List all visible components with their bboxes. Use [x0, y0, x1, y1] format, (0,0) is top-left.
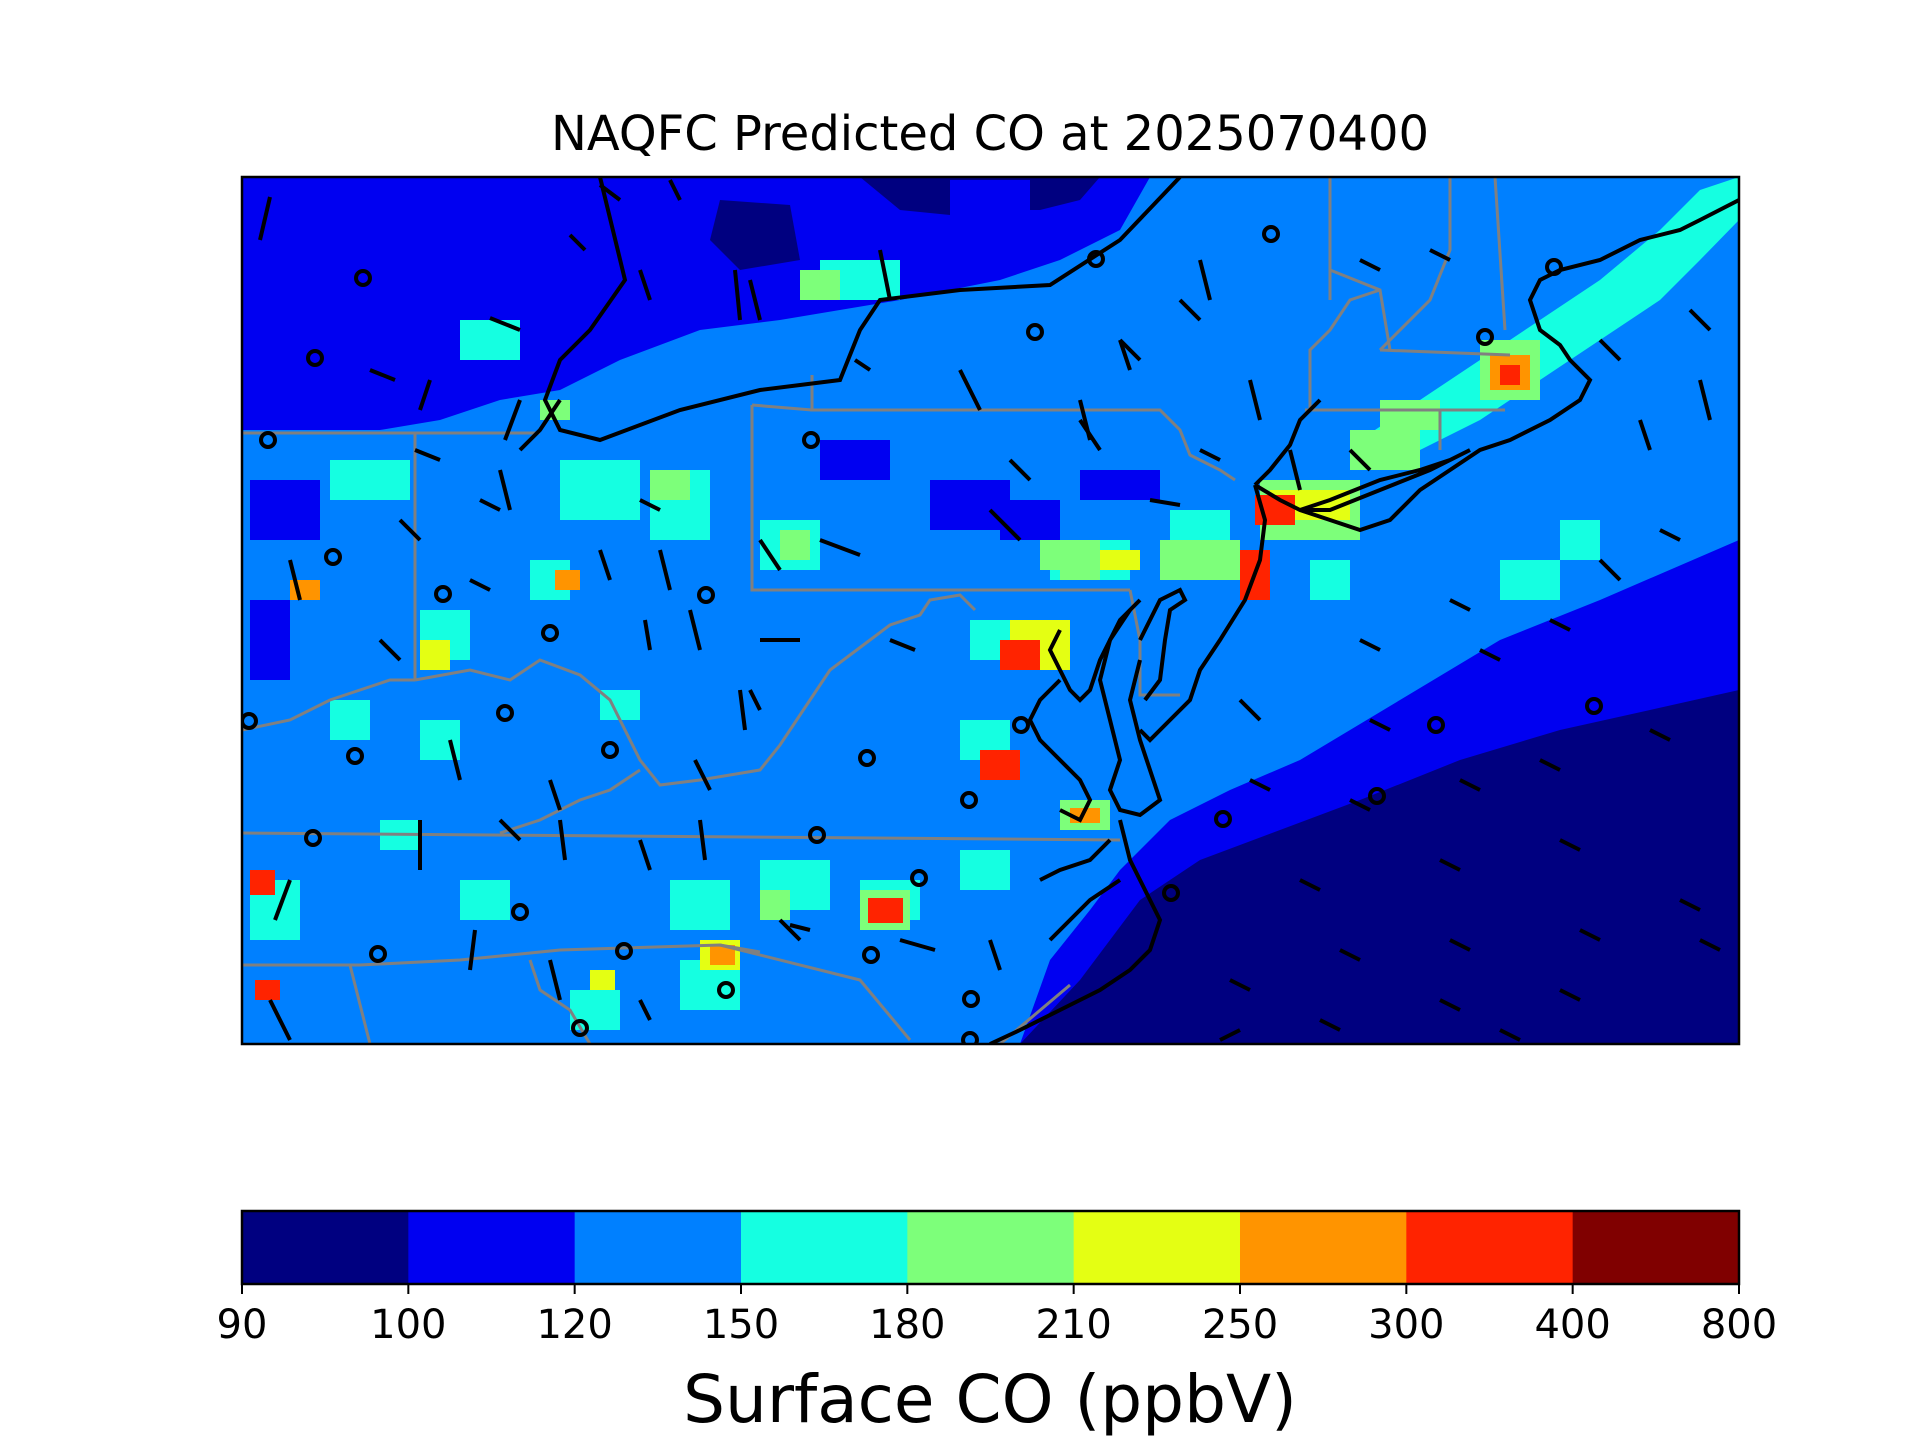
- ocean-lowest-co-region: [1480, 690, 1739, 1044]
- colorbar-swatch: [1406, 1211, 1574, 1284]
- colorbar-tick-label: 90: [217, 1302, 268, 1348]
- colorbar-tick-label: 180: [869, 1302, 945, 1348]
- map-frame: [240, 175, 1741, 1046]
- wind-barbs: [258, 179, 1721, 1042]
- colorbar-swatch: [408, 1211, 576, 1284]
- north-lowest-co-region: [710, 200, 800, 270]
- colorbar-tick-label: 800: [1701, 1302, 1777, 1348]
- colorbar-swatch: [242, 1211, 409, 1284]
- colorbar-swatch: [1073, 1211, 1241, 1284]
- colorbar-swatch: [1572, 1211, 1740, 1284]
- colorbar-frame: [240, 1209, 1741, 1286]
- colorbar-label: Surface CO (ppbV): [683, 1361, 1297, 1438]
- colorbar-tick-label: 120: [536, 1302, 612, 1348]
- colorbar-tick-label: 250: [1202, 1302, 1278, 1348]
- coastlines: [518, 177, 1739, 1044]
- northeast-high-co-band: [1360, 177, 1739, 470]
- colorbar-tick-label: 400: [1534, 1302, 1610, 1348]
- colorbar-swatch: [741, 1211, 908, 1284]
- colorbar-swatch: [574, 1211, 742, 1284]
- colorbar-tick-label: 210: [1035, 1302, 1111, 1348]
- state-borders: [242, 177, 1511, 1044]
- colorbar-tick-label: 100: [370, 1302, 446, 1348]
- map-panel: [242, 177, 1739, 1044]
- north-low-co-region: [242, 177, 1150, 430]
- colorbar-tick-label: 300: [1368, 1302, 1444, 1348]
- plot-title: NAQFC Predicted CO at 2025070400: [551, 106, 1429, 162]
- colorbar-swatch: [907, 1211, 1075, 1284]
- colorbar-swatch: [1240, 1211, 1407, 1284]
- colorbar: 90 100 120 150 180 210 250 300 400 800 Surface CO…: [217, 1209, 1777, 1438]
- colorbar-tick-label: 150: [703, 1302, 779, 1348]
- co-patches: [250, 180, 1600, 1030]
- calm-wind-markers: [242, 225, 1603, 1044]
